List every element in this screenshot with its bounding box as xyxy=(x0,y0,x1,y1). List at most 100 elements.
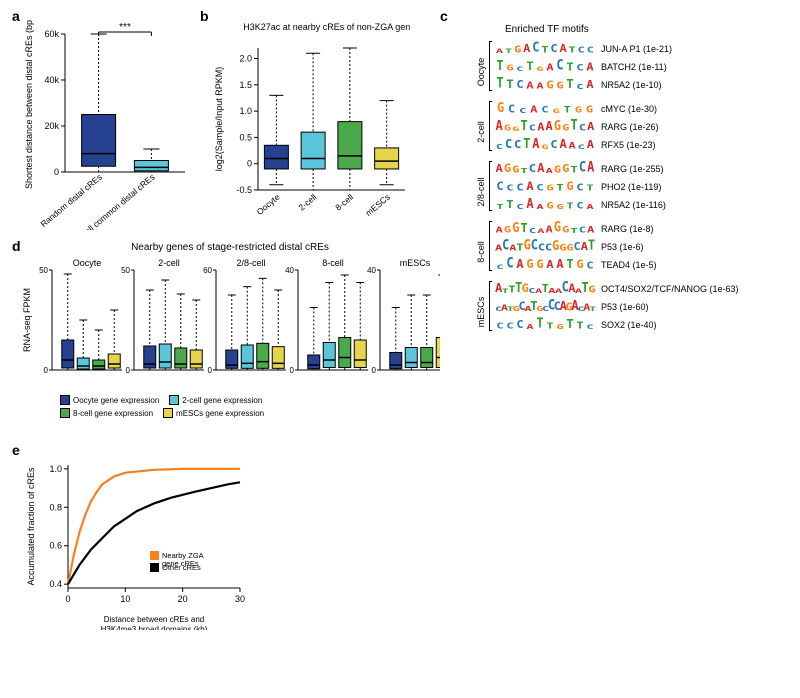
svg-text:***: *** xyxy=(119,22,131,33)
svg-text:0: 0 xyxy=(208,366,213,375)
motif-name: RARG (1e-8) xyxy=(601,224,654,234)
motif-name: PHO2 (1e-119) xyxy=(601,182,661,192)
svg-text:40k: 40k xyxy=(44,75,59,85)
motif-logo: CCCATTGTTC xyxy=(495,318,595,332)
panel-c-label: c xyxy=(440,8,448,24)
motif-row: CCCATTGTTC SOX2 (1e-40) xyxy=(495,317,785,333)
svg-text:50: 50 xyxy=(121,266,130,275)
svg-text:Shortest distance between dist: Shortest distance between distal cREs (b… xyxy=(24,20,34,189)
panel-c-title: Enriched TF motifs xyxy=(505,24,785,35)
svg-text:8-cell: 8-cell xyxy=(333,192,355,213)
svg-text:2-cell: 2-cell xyxy=(296,192,318,213)
svg-text:0: 0 xyxy=(126,366,131,375)
panel-e-label: e xyxy=(12,442,20,458)
motif-name: P53 (1e-6) xyxy=(601,242,644,252)
motif-logo: ATTTGCATAACAATG xyxy=(495,282,595,296)
svg-text:2.0: 2.0 xyxy=(239,54,252,64)
legend-item: 8-cell gene expression xyxy=(60,408,153,418)
legend-item: 2-cell gene expression xyxy=(169,395,262,405)
motif-name: P53 (1e-60) xyxy=(601,302,649,312)
motif-logo: CATGCATGCCCAGACAT xyxy=(495,300,595,314)
motif-row: AGGTCAAGGTCA RARG (1e-26) xyxy=(495,119,785,135)
motif-group: 8-cellAGGTCAAGGTCARARG (1e-8)ACATGCCCGGG… xyxy=(495,221,785,273)
panel-d-legend: Oocyte gene expression 2-cell gene expres… xyxy=(60,395,410,421)
motif-logo: ACATGCCCGGGCAT xyxy=(495,240,595,254)
svg-text:Distance between cREs andH3K4m: Distance between cREs andH3K4me3 broad d… xyxy=(101,615,208,630)
motif-name: SOX2 (1e-40) xyxy=(601,320,657,330)
motif-logo: CCAGGAATGC xyxy=(495,258,595,272)
svg-text:60: 60 xyxy=(203,266,212,275)
motif-logo: TGCTGACTCA xyxy=(495,60,595,74)
svg-text:2/8-cell: 2/8-cell xyxy=(236,258,265,268)
motif-row: CCCACGTGCT PHO2 (1e-119) xyxy=(495,179,785,195)
motif-logo: CCCACGTGCT xyxy=(495,180,595,194)
svg-text:RNA-seq FPKM: RNA-seq FPKM xyxy=(22,288,32,352)
motif-logo: GCCACGTGG xyxy=(495,102,595,116)
panel-e-chart: 0.40.60.81.00102030Accumulated fraction … xyxy=(20,455,250,630)
motif-logo: AGGTCAAGGTCA xyxy=(495,162,595,176)
motif-group: 2/8-cellAGGTCAAGGTCARARG (1e-255)CCCACGT… xyxy=(495,161,785,213)
motif-logo: AGGTCAAGGTCA xyxy=(495,120,595,134)
motif-row: ATTTGCATAACAATG OCT4/SOX2/TCF/NANOG (1e-6… xyxy=(495,281,785,297)
motif-name: OCT4/SOX2/TCF/NANOG (1e-63) xyxy=(601,284,739,294)
svg-text:1.0: 1.0 xyxy=(239,106,252,116)
motif-name: RFX5 (1e-23) xyxy=(601,140,656,150)
svg-text:40: 40 xyxy=(367,266,376,275)
panel-a-label: a xyxy=(12,8,20,24)
motif-logo: AGGTCAAGGTCA xyxy=(495,222,595,236)
svg-text:0: 0 xyxy=(290,366,295,375)
svg-text:20: 20 xyxy=(178,594,188,604)
motif-row: ACATGCCCGGGCAT P53 (1e-6) xyxy=(495,239,785,255)
svg-text:30: 30 xyxy=(235,594,245,604)
panel-c-motifs: Enriched TF motifs OocyteATGACTCATCCJUN-… xyxy=(495,24,785,341)
svg-text:log2(Sample/Input RPKM): log2(Sample/Input RPKM) xyxy=(214,67,224,172)
motif-row: AGGTCAAGGTCA RARG (1e-8) xyxy=(495,221,785,237)
svg-text:0.4: 0.4 xyxy=(49,579,62,589)
svg-text:40: 40 xyxy=(285,266,294,275)
svg-text:mESCs: mESCs xyxy=(400,258,431,268)
svg-text:1.0: 1.0 xyxy=(49,464,62,474)
svg-text:0: 0 xyxy=(65,594,70,604)
panel-b-label: b xyxy=(200,8,209,24)
legend-item: Oocyte gene expression xyxy=(60,395,159,405)
svg-text:0.6: 0.6 xyxy=(49,541,62,551)
legend-item: mESCs gene expression xyxy=(163,408,264,418)
motif-name: cMYC (1e-30) xyxy=(601,104,657,114)
motif-name: BATCH2 (1e-11) xyxy=(601,62,667,72)
svg-text:Other cREs: Other cREs xyxy=(162,563,201,572)
svg-text:2-cell: 2-cell xyxy=(158,258,180,268)
svg-text:mESCs: mESCs xyxy=(363,192,391,218)
svg-text:0.5: 0.5 xyxy=(239,132,252,142)
svg-text:50: 50 xyxy=(39,266,48,275)
motif-name: RARG (1e-255) xyxy=(601,164,664,174)
svg-text:8-cell: 8-cell xyxy=(322,258,344,268)
motif-row: GCCACGTGG cMYC (1e-30) xyxy=(495,101,785,117)
motif-name: JUN-A P1 (1e-21) xyxy=(601,44,672,54)
motif-name: RARG (1e-26) xyxy=(601,122,659,132)
svg-text:Accumulated fraction of cREs: Accumulated fraction of cREs xyxy=(26,467,36,586)
panel-b-chart: H3K27ac at nearby cREs of non-ZGA genes-… xyxy=(210,20,410,220)
motif-row: CATGCATGCCCAGACAT P53 (1e-60) xyxy=(495,299,785,315)
motif-row: AGGTCAAGGTCA RARG (1e-255) xyxy=(495,161,785,177)
panel-d-chart: 050Oocyte0502-cell0602/8-cell0408-cell04… xyxy=(20,255,440,395)
motif-name: NR5A2 (1e-116) xyxy=(601,200,666,210)
svg-text:Oocyte: Oocyte xyxy=(73,258,102,268)
motif-row: TTCAAGGTCA NR5A2 (1e-116) xyxy=(495,197,785,213)
motif-name: NR5A2 (1e-10) xyxy=(601,80,662,90)
motif-row: CCCTAGCAACA RFX5 (1e-23) xyxy=(495,137,785,153)
motif-group: 2-cellGCCACGTGGcMYC (1e-30)AGGTCAAGGTCAR… xyxy=(495,101,785,153)
panel-d-title: Nearby genes of stage-restricted distal … xyxy=(60,242,400,253)
motif-row: TTCAAGGTCANR5A2 (1e-10) xyxy=(495,77,785,93)
svg-text:0: 0 xyxy=(247,159,252,169)
svg-text:Oocyte: Oocyte xyxy=(255,192,282,217)
svg-text:0.8: 0.8 xyxy=(49,502,62,512)
motif-logo: TTCAAGGTCA xyxy=(495,198,595,212)
motif-group: mESCsATTTGCATAACAATGOCT4/SOX2/TCF/NANOG … xyxy=(495,281,785,333)
panel-a-chart: 020k40k60kShortest distance between dist… xyxy=(20,20,190,230)
motif-name: TEAD4 (1e-5) xyxy=(601,260,657,270)
motif-row: CCAGGAATGC TEAD4 (1e-5) xyxy=(495,257,785,273)
motif-logo: ATGACTCATCC xyxy=(495,42,595,56)
motif-logo: CCCTAGCAACA xyxy=(495,138,595,152)
svg-text:0: 0 xyxy=(44,366,49,375)
svg-text:H3K27ac at nearby cREs of non-: H3K27ac at nearby cREs of non-ZGA genes xyxy=(243,22,410,32)
